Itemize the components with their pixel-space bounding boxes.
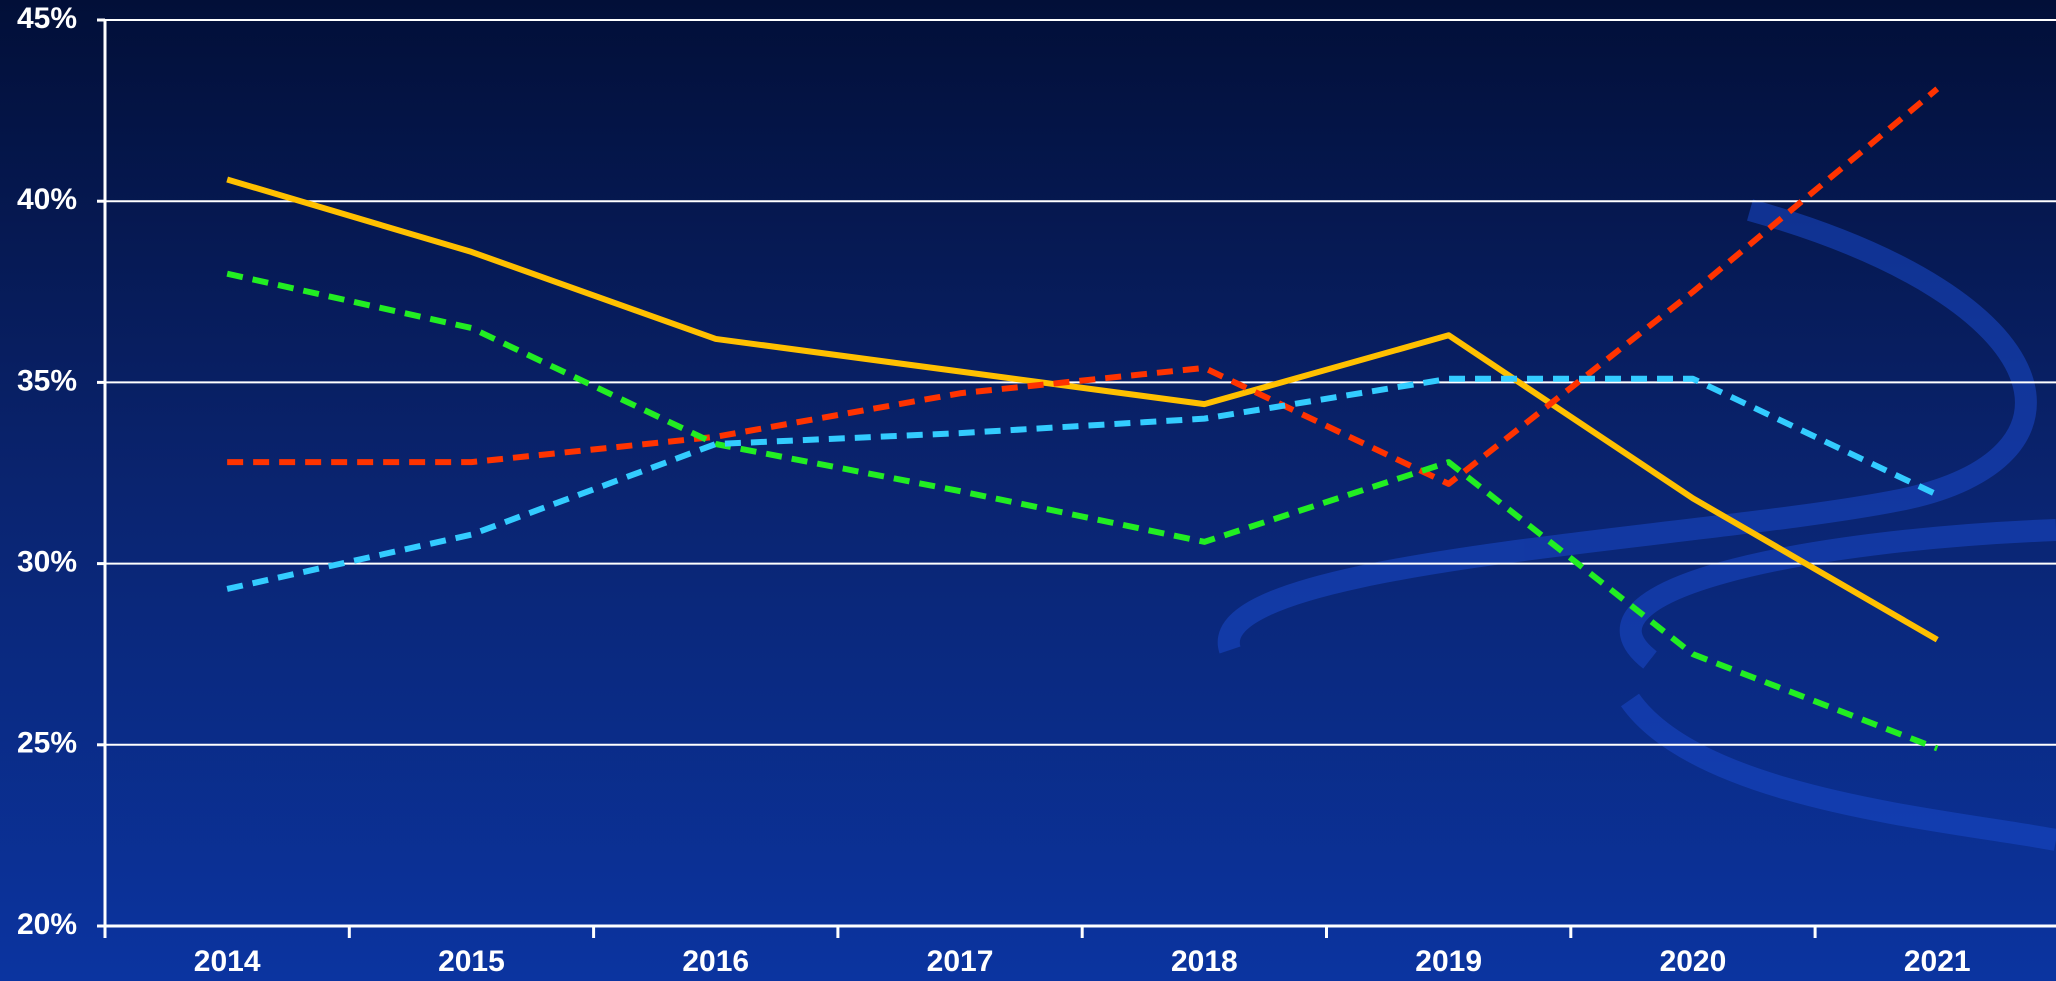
x-tick-label: 2018 bbox=[1171, 945, 1238, 978]
x-tick-label: 2021 bbox=[1904, 945, 1971, 978]
chart: 20% 25% 30% 35% 40% 45% 2014 2015 2016 2017 2018 20… bbox=[0, 0, 2056, 981]
y-tick-label: 20% bbox=[17, 908, 77, 941]
x-tick-label: 2014 bbox=[194, 945, 261, 978]
y-tick-label: 25% bbox=[17, 727, 77, 760]
y-tick-label: 30% bbox=[17, 546, 77, 579]
x-tick-label: 2016 bbox=[682, 945, 749, 978]
background bbox=[0, 0, 2056, 981]
x-tick-label: 2017 bbox=[927, 945, 994, 978]
y-tick-label: 40% bbox=[17, 183, 77, 216]
y-tick-label: 35% bbox=[17, 364, 77, 397]
x-tick-label: 2020 bbox=[1660, 945, 1727, 978]
x-tick-label: 2015 bbox=[438, 945, 505, 978]
y-tick-label: 45% bbox=[17, 2, 77, 35]
x-tick-label: 2019 bbox=[1415, 945, 1482, 978]
